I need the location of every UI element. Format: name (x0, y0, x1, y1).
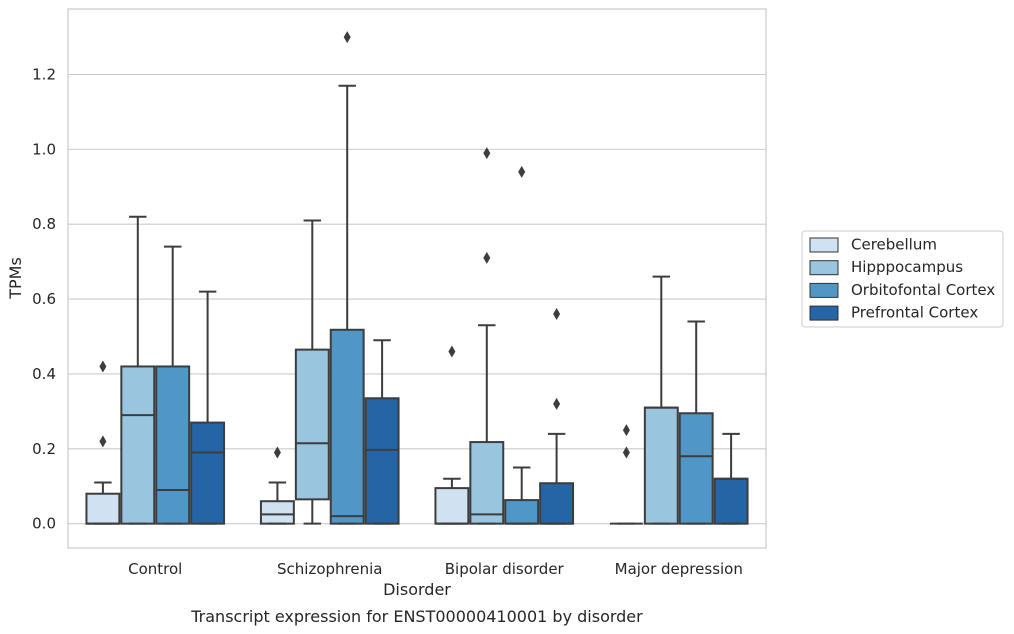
outlier-point (553, 308, 561, 321)
box-iqr (190, 421, 226, 525)
outlier-point (273, 446, 281, 459)
box-iqr (85, 492, 121, 525)
box-cerebellum-0 (85, 360, 121, 525)
legend-swatch (809, 237, 839, 253)
box-groups (85, 31, 749, 525)
outlier-point (483, 251, 491, 264)
legend-swatch (809, 305, 839, 321)
outlier-point (518, 165, 526, 178)
box-iqr (120, 365, 156, 525)
box-iqr (469, 441, 505, 525)
box-prefrontal-cortex-3 (713, 432, 749, 525)
box-hipppocampus-1 (294, 219, 330, 525)
box-orbitofontal-cortex-3 (678, 320, 714, 525)
legend-label: Cerebellum (851, 236, 937, 254)
box-hipppocampus-0 (120, 215, 156, 525)
outlier-point (553, 397, 561, 410)
box-iqr (259, 500, 295, 525)
y-tick-label: 0.0 (32, 515, 56, 533)
box-iqr (434, 487, 470, 525)
box-iqr (678, 412, 714, 525)
y-tick-label: 1.0 (32, 140, 56, 158)
y-tick-label: 0.8 (32, 215, 56, 233)
box-iqr (713, 477, 749, 525)
x-tick-label: Bipolar disorder (445, 560, 565, 578)
legend-label: Hipppocampus (851, 258, 963, 276)
legend-frame (801, 230, 1004, 328)
box-iqr (539, 482, 575, 525)
box-cerebellum-1 (259, 446, 295, 525)
box-iqr (155, 365, 191, 525)
chart-caption: Transcript expression for ENST0000041000… (190, 607, 643, 626)
box-cerebellum-2 (434, 345, 470, 525)
box-iqr (294, 348, 330, 501)
box-prefrontal-cortex-2 (539, 308, 575, 525)
box-hipppocampus-2 (469, 147, 505, 525)
outlier-point (622, 424, 630, 437)
box-cerebellum-3 (609, 424, 643, 525)
box-hipppocampus-3 (643, 275, 679, 525)
y-tick-label: 0.2 (32, 440, 56, 458)
plot-frame (67, 8, 767, 549)
box-orbitofontal-cortex-1 (329, 31, 365, 525)
outlier-point (99, 360, 107, 373)
legend-label: Prefrontal Cortex (851, 304, 978, 322)
x-tick-labels: Control Schizophrenia Bipolar disorder Majo… (128, 560, 743, 578)
box-orbitofontal-cortex-2 (504, 165, 540, 525)
box-iqr (504, 499, 540, 525)
outlier-point (99, 435, 107, 448)
box-prefrontal-cortex-1 (364, 339, 400, 525)
x-tick-label: Schizophrenia (277, 560, 382, 578)
outlier-point (622, 446, 630, 459)
legend-swatch (809, 282, 839, 298)
box-iqr (643, 406, 679, 525)
x-tick-label: Control (128, 560, 182, 578)
box-iqr (329, 328, 365, 525)
y-tick-label: 0.4 (32, 365, 56, 383)
box-iqr (364, 397, 400, 525)
y-tick-label: 0.6 (32, 290, 56, 308)
y-tick-labels: 0.0 0.2 0.4 0.6 0.8 1.0 1.2 (32, 66, 56, 533)
x-tick-label: Major depression (615, 560, 743, 578)
legend: Cerebellum Hipppocampus Orbitofontal Corte… (801, 230, 1004, 328)
outlier-point (343, 31, 351, 44)
x-axis-title: Disorder (383, 580, 451, 599)
box-prefrontal-cortex-0 (190, 290, 226, 525)
y-tick-label: 1.2 (32, 66, 56, 84)
legend-label: Orbitofontal Cortex (851, 281, 995, 299)
outlier-point (483, 147, 491, 160)
y-axis-title: TPMs (6, 257, 25, 300)
legend-swatch (809, 260, 839, 276)
outlier-point (448, 345, 456, 358)
box-orbitofontal-cortex-0 (155, 245, 191, 525)
